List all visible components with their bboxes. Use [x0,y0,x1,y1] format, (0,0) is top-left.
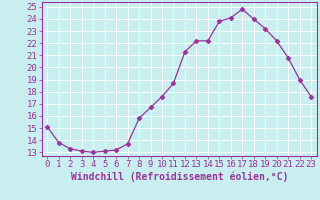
X-axis label: Windchill (Refroidissement éolien,°C): Windchill (Refroidissement éolien,°C) [70,172,288,182]
